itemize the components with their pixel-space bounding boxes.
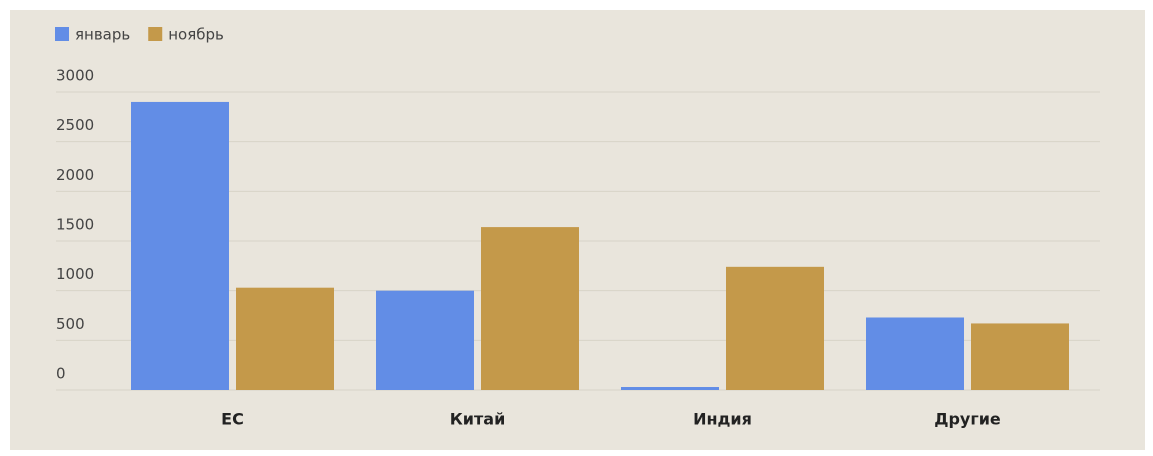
y-tick-label: 3000 bbox=[56, 67, 94, 85]
y-tick-label: 2000 bbox=[56, 166, 94, 184]
bar bbox=[236, 287, 334, 390]
bar bbox=[726, 266, 824, 390]
bar bbox=[376, 290, 474, 390]
bar bbox=[481, 227, 579, 390]
y-tick-label: 1500 bbox=[56, 216, 94, 234]
x-tick-label: Другие bbox=[934, 410, 1001, 429]
x-tick-label: Китай bbox=[450, 410, 506, 429]
x-tick-label: ЕС bbox=[221, 410, 244, 429]
bar bbox=[131, 101, 229, 390]
y-tick-label: 500 bbox=[56, 315, 85, 333]
bar bbox=[971, 323, 1069, 390]
y-tick-label: 0 bbox=[56, 365, 66, 383]
y-tick-label: 2500 bbox=[56, 116, 94, 134]
x-tick-label: Индия bbox=[693, 410, 752, 429]
bar bbox=[621, 387, 719, 390]
legend-label: январь bbox=[75, 26, 130, 44]
legend-swatch bbox=[148, 27, 163, 41]
y-tick-label: 1000 bbox=[56, 265, 94, 283]
bar bbox=[866, 317, 964, 390]
legend-label: ноябрь bbox=[168, 26, 224, 44]
legend-swatch bbox=[55, 27, 69, 41]
